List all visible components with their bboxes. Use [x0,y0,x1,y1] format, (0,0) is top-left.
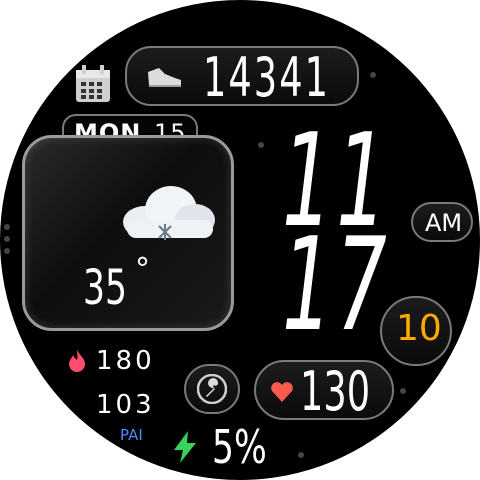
badge-value: 10 [396,308,442,349]
steps-value: 14341 [203,46,331,109]
heart-rate-value: 130 [300,360,371,423]
indicator-dot [298,452,304,458]
battery-value: 5% [212,420,267,474]
heart-rate-pill[interactable]: 130 [254,360,394,423]
indicator-dot [400,388,406,394]
ampm-label: AM [425,209,463,237]
calendar-icon[interactable] [74,64,112,104]
wrench-icon [197,374,227,404]
temperature-value: 35 [83,260,127,316]
notification-badge[interactable]: 10 [380,296,452,366]
indicator-dot [370,72,376,78]
pai-value: 103 [96,390,155,420]
weather-card[interactable]: 35 ° [22,135,234,331]
pai-label: PAI [120,426,143,444]
indicator-dot [4,248,10,254]
steps-pill[interactable]: 14341 [125,46,359,109]
snow-cloud-icon [123,186,215,240]
time-minute: 17 [282,211,391,360]
ampm-pill[interactable]: AM [411,202,473,242]
heart-icon [271,382,293,402]
lightning-icon [174,431,196,463]
shoe-icon [148,68,181,87]
temperature-unit: ° [135,252,150,287]
indicator-dot [4,236,10,242]
indicator-dot [258,142,264,148]
flame-icon [69,350,85,372]
time-hour: 11 [282,107,391,256]
indicator-dot [4,224,10,230]
calories-value: 180 [96,346,155,376]
settings-button[interactable] [184,364,240,414]
